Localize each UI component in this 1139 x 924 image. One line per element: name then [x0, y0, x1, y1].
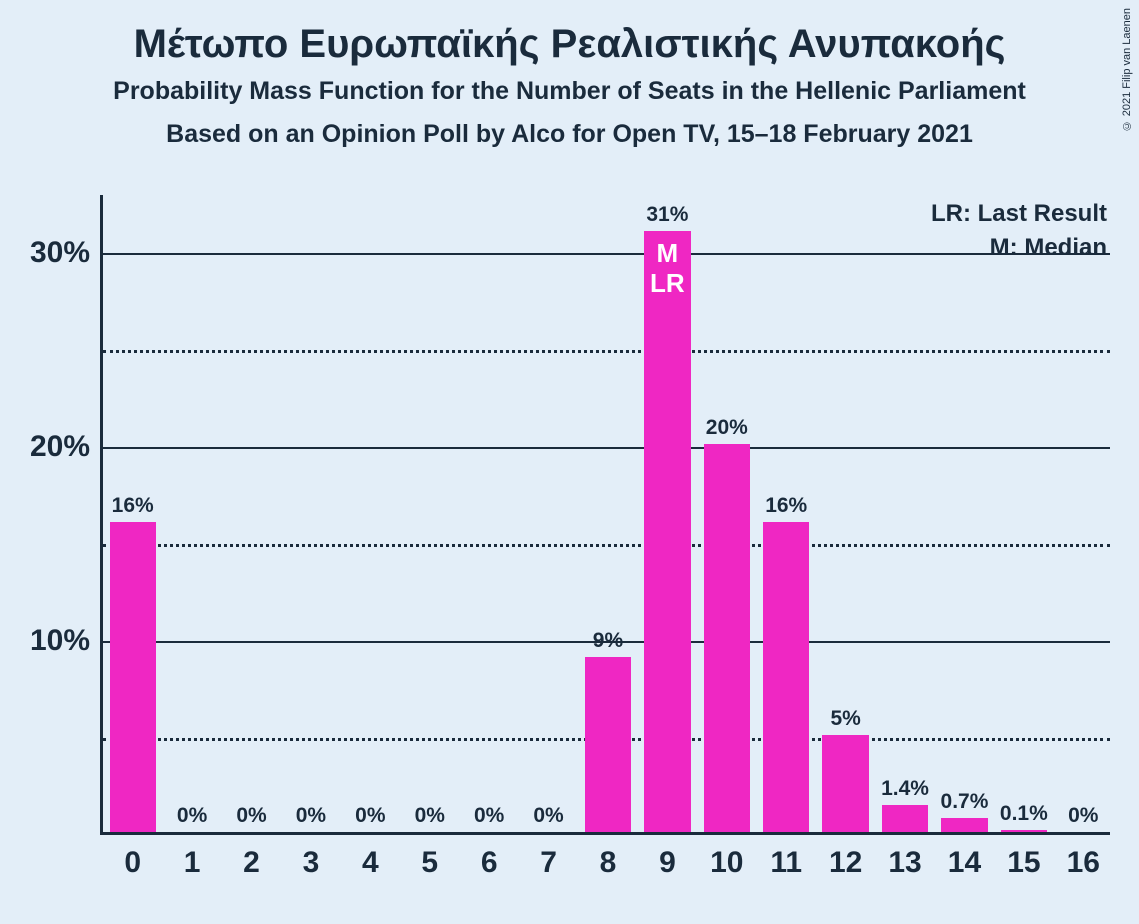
x-axis-label: 8 — [600, 832, 617, 880]
x-axis-label: 13 — [888, 832, 921, 880]
bar-value-label: 0% — [415, 804, 445, 832]
bar-value-label: 0% — [177, 804, 207, 832]
bar-value-label: 1.4% — [881, 777, 929, 805]
bar-value-label: 16% — [765, 494, 807, 522]
y-axis-label: 30% — [30, 236, 90, 270]
bar-value-label: 31% — [646, 203, 688, 231]
bar-value-label: 5% — [830, 707, 860, 735]
bar-value-label: 0% — [236, 804, 266, 832]
chart-subtitle-2: Based on an Opinion Poll by Alco for Ope… — [0, 106, 1139, 149]
chart-plot-area: 10%20%30%16%00%10%20%30%40%50%60%79%831%… — [100, 195, 1110, 835]
grid-major — [103, 447, 1110, 449]
y-axis-label: 10% — [30, 624, 90, 658]
x-axis-label: 7 — [540, 832, 557, 880]
bar-value-label: 16% — [112, 494, 154, 522]
x-axis-label: 1 — [184, 832, 201, 880]
bar: 20% — [704, 444, 750, 832]
x-axis-label: 2 — [243, 832, 260, 880]
bar: 31%M LR — [644, 231, 690, 832]
grid-major — [103, 253, 1110, 255]
x-axis-label: 3 — [303, 832, 320, 880]
bar-value-label: 0% — [355, 804, 385, 832]
bar: 5% — [822, 735, 868, 832]
copyright-text: © 2021 Filip van Laenen — [1121, 8, 1133, 131]
chart-title: Μέτωπο Ευρωπαϊκής Ρεαλιστικής Ανυπακοής — [0, 0, 1139, 67]
bar: 16% — [110, 522, 156, 832]
bar-value-label: 0% — [1068, 804, 1098, 832]
bar-value-label: 0.1% — [1000, 802, 1048, 830]
x-axis-label: 6 — [481, 832, 498, 880]
grid-minor — [103, 544, 1110, 547]
grid-minor — [103, 350, 1110, 353]
x-axis-label: 0 — [124, 832, 141, 880]
bar-value-label: 0% — [296, 804, 326, 832]
y-axis-label: 20% — [30, 430, 90, 464]
bar-value-label: 20% — [706, 416, 748, 444]
bar-value-label: 0% — [474, 804, 504, 832]
x-axis-label: 5 — [421, 832, 438, 880]
bar-value-label: 0.7% — [941, 790, 989, 818]
bar: 1.4% — [882, 805, 928, 832]
x-axis-label: 4 — [362, 832, 379, 880]
x-axis-label: 14 — [948, 832, 981, 880]
x-axis-label: 11 — [770, 832, 802, 880]
chart-subtitle-1: Probability Mass Function for the Number… — [0, 67, 1139, 106]
bar-value-label: 9% — [593, 629, 623, 657]
bar: 0.7% — [941, 818, 987, 832]
x-axis-label: 15 — [1007, 832, 1040, 880]
bar-annotation: M LR — [650, 239, 685, 299]
bar: 9% — [585, 657, 631, 832]
bar-value-label: 0% — [533, 804, 563, 832]
bar: 16% — [763, 522, 809, 832]
x-axis-label: 9 — [659, 832, 676, 880]
x-axis-label: 16 — [1067, 832, 1100, 880]
x-axis-label: 10 — [710, 832, 743, 880]
x-axis-label: 12 — [829, 832, 862, 880]
